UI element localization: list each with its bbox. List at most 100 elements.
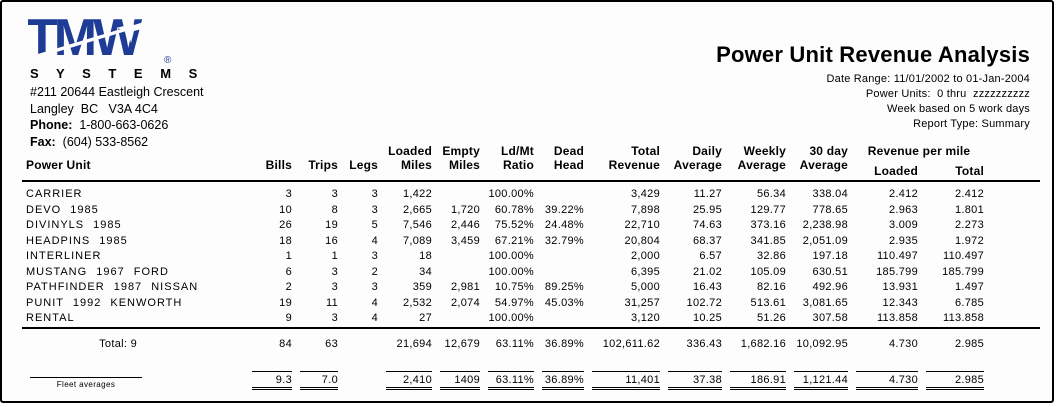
- cell-dead: [542, 311, 592, 328]
- col-dead-1: Dead: [553, 144, 584, 158]
- cell-trips: 3: [331, 312, 338, 324]
- cell-spacer: [992, 249, 1040, 265]
- cell-revenue: 3,120: [630, 312, 660, 324]
- cell-daily: 102.72: [686, 296, 722, 309]
- col-daily-1: Daily: [692, 144, 722, 158]
- cell-bills: 1: [285, 250, 292, 262]
- cell-dead: [542, 181, 592, 203]
- fleet-daily: 37.38: [668, 356, 730, 390]
- cell-revenue: 31,257: [624, 296, 660, 309]
- table-row: RENTAL 9 3 4 27 100.00% 3,120 10.25 51.26 307.58 1…: [22, 311, 1040, 328]
- cell-weekly: 56.34: [756, 188, 786, 200]
- cell-daily: 74.63: [692, 219, 722, 231]
- cell-spacer: [992, 296, 1040, 312]
- cell-spacer: [992, 218, 1040, 234]
- cell-unit: DEVO 1985: [26, 203, 99, 216]
- total-label: Total: 9: [22, 326, 252, 356]
- fleet-bills: 9.3: [252, 356, 300, 390]
- total-revenue: 102,611.62: [592, 326, 668, 356]
- cell-ratio: 67.21%: [494, 234, 534, 247]
- cell-daily: 11.27: [693, 188, 722, 200]
- power-units-range: Power Units: 0 thru zzzzzzzzzz: [865, 88, 1030, 100]
- company-block: TMW ® S Y S T E M S #211 20644 Eastleigh…: [28, 10, 204, 150]
- cell-ratio: 75.52%: [494, 219, 534, 231]
- cell-avg30: 3,081.65: [802, 296, 848, 309]
- cell-ratio: 10.75%: [494, 281, 534, 293]
- cell-loaded: 18: [419, 250, 432, 262]
- table-row: DIVINYLS 1985 26 19 5 7,546 2,446 75.52% 24.48%…: [22, 218, 1040, 234]
- cell-rpm_total: 1.801: [954, 203, 985, 216]
- cell-loaded: 1,422: [402, 188, 432, 200]
- cell-revenue: 2,000: [630, 250, 660, 262]
- cell-trips: 11: [325, 296, 338, 309]
- cell-loaded: 7,089: [402, 234, 432, 247]
- total-rpm-loaded: 4.730: [856, 326, 926, 356]
- table-header: Loaded Empty Ld/Mt Dead Total Daily Week…: [22, 136, 1041, 182]
- fleet-revenue: 11,401: [592, 356, 668, 390]
- cell-legs: 4: [371, 312, 378, 324]
- cell-weekly: 32.86: [756, 250, 786, 262]
- col-30day-2: Average: [794, 158, 856, 182]
- total-daily: 336.43: [668, 326, 730, 356]
- report-header: Power Unit Revenue Analysis Date Range: …: [716, 42, 1030, 132]
- fleet-ratio: 63.11%: [488, 356, 542, 390]
- cell-dead: [542, 249, 592, 265]
- cell-rpm_loaded: 113.858: [876, 312, 918, 324]
- fax-label: Fax:: [30, 134, 56, 149]
- cell-weekly: 82.16: [756, 281, 786, 293]
- cell-bills: 26: [279, 219, 292, 231]
- col-empty-2: Miles: [440, 158, 488, 182]
- cell-dead: 45.03%: [544, 296, 584, 309]
- fax-line: Fax: (604) 533-8562: [30, 134, 204, 151]
- cell-bills: 18: [279, 234, 292, 247]
- cell-daily: 21.02: [692, 265, 722, 278]
- logo-star-icon: [116, 13, 146, 43]
- cell-rpm_total: 1.497: [954, 281, 985, 293]
- cell-spacer: [992, 265, 1040, 281]
- cell-empty: 3,459: [450, 234, 480, 247]
- company-address: #211 20644 Eastleigh Crescent Langley BC…: [30, 84, 204, 150]
- cell-rpm_total: 6.785: [954, 296, 985, 309]
- cell-daily: 6.57: [699, 250, 722, 262]
- cell-loaded: 7,546: [402, 219, 432, 231]
- cell-legs: 4: [371, 296, 378, 309]
- cell-unit: MUSTANG 1967 FORD: [26, 265, 169, 278]
- report-type: Report Type: Summary: [913, 118, 1030, 130]
- cell-empty: [440, 265, 488, 281]
- cell-unit: CARRIER: [26, 188, 83, 200]
- cell-spacer: [992, 311, 1040, 328]
- table-footer: Total: 9 84 63 21,694 12,679 63.11% 36.8…: [22, 326, 1041, 390]
- fleet-empty: 1409: [440, 356, 488, 390]
- cell-loaded: 2,532: [402, 296, 432, 309]
- col-weekly-2: Average: [730, 158, 794, 182]
- cell-legs: 3: [371, 188, 378, 200]
- cell-avg30: 2,051.09: [802, 234, 848, 247]
- page-title: Power Unit Revenue Analysis: [716, 42, 1030, 67]
- cell-spacer: [992, 280, 1040, 296]
- fleet-averages-label: Fleet averages: [30, 376, 142, 389]
- phone-value: 1-800-663-0626: [79, 118, 169, 132]
- cell-trips: 8: [331, 203, 338, 216]
- cell-dead: 39.22%: [544, 203, 584, 216]
- cell-weekly: 513.61: [750, 296, 786, 309]
- cell-avg30: 778.65: [812, 203, 848, 216]
- cell-empty: 2,981: [450, 281, 480, 293]
- total-trips: 63: [300, 326, 346, 356]
- address-line-2: Langley BC V3A 4C4: [30, 101, 158, 116]
- col-ldmt-1: Ld/Mt: [501, 144, 534, 158]
- fax-value: (604) 533-8562: [62, 134, 149, 149]
- col-loaded-1: Loaded: [388, 144, 432, 158]
- cell-empty: 1,720: [450, 203, 480, 216]
- total-legs: [346, 326, 386, 356]
- fleet-dead: 36.89%: [542, 356, 592, 390]
- col-total-2: Revenue: [592, 158, 668, 182]
- cell-empty: [440, 249, 488, 265]
- cell-legs: 3: [371, 281, 378, 293]
- cell-spacer: [992, 203, 1040, 219]
- table-row: CARRIER 3 3 3 1,422 100.00% 3,429 11.27 56.34 338…: [22, 181, 1040, 203]
- cell-unit: RENTAL: [26, 312, 75, 324]
- logo-text: TMW: [28, 10, 143, 66]
- cell-bills: 2: [285, 281, 292, 293]
- cell-ratio: 60.78%: [494, 203, 534, 216]
- cell-daily: 16.43: [692, 281, 722, 293]
